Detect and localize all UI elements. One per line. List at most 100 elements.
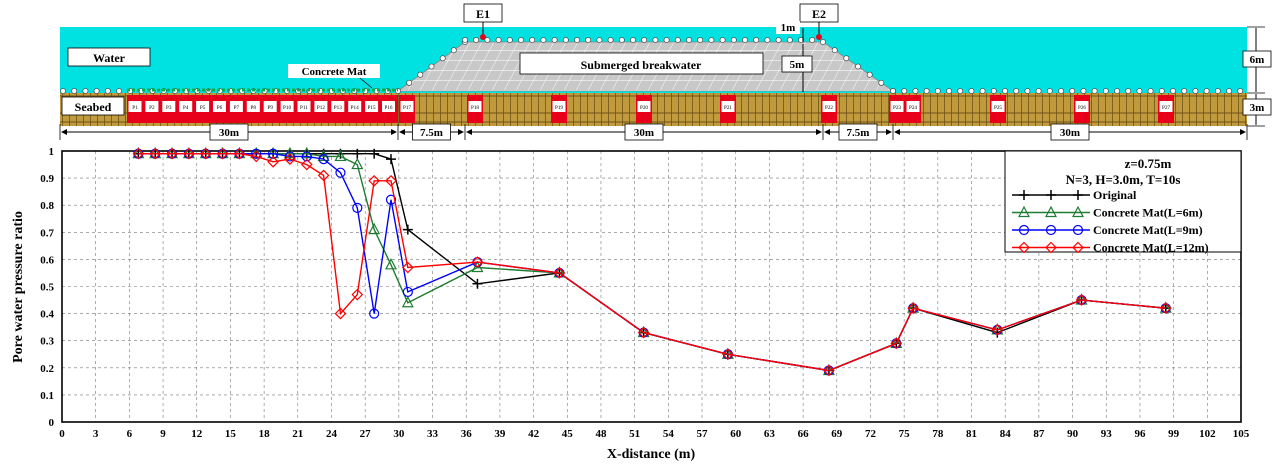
probe-tag xyxy=(263,101,277,112)
segment-arrowhead xyxy=(886,129,892,135)
probe-label: P19 xyxy=(555,105,563,111)
x-tick-label: 63 xyxy=(764,428,776,440)
data-point xyxy=(1073,190,1083,200)
x-tick-label: 78 xyxy=(932,428,944,440)
data-point xyxy=(1045,241,1057,254)
segment-arrowhead xyxy=(458,129,464,135)
surface-bead xyxy=(596,37,603,43)
surface-bead xyxy=(562,37,569,43)
surface-bead xyxy=(719,37,726,43)
surface-bead xyxy=(878,79,885,86)
data-point xyxy=(251,148,262,159)
surface-bead xyxy=(618,37,625,43)
breakwater-label: Submerged breakwater xyxy=(581,58,702,72)
series-4 xyxy=(132,147,1172,377)
data-point xyxy=(352,148,363,159)
probe-tag xyxy=(991,101,1005,112)
surface-bead xyxy=(820,39,826,45)
x-tick-label: 72 xyxy=(865,428,877,440)
data-point xyxy=(318,154,329,165)
data-point xyxy=(199,147,212,160)
segment-box xyxy=(412,123,451,141)
probe-label: P1 xyxy=(132,105,138,111)
surface-bead xyxy=(831,47,838,54)
surface-bead xyxy=(697,37,704,43)
data-point xyxy=(1019,190,1029,200)
data-point xyxy=(284,151,296,162)
surface-bead xyxy=(540,37,547,43)
surface-bead xyxy=(1091,88,1098,94)
probe-label: P26 xyxy=(1078,105,1086,111)
probe-tag xyxy=(637,101,651,112)
water-label: Water xyxy=(93,51,126,65)
probe-tag xyxy=(468,101,482,112)
surface-bead xyxy=(417,71,424,78)
probe-tag xyxy=(145,101,159,112)
surface-bead xyxy=(923,88,930,94)
probe-label: P10 xyxy=(283,105,291,111)
data-point xyxy=(368,222,381,235)
x-tick-label: 81 xyxy=(966,428,977,440)
legend-header-line1: z=0.75m xyxy=(1125,156,1172,171)
x-tick-label: 93 xyxy=(1101,428,1113,440)
surface-bead xyxy=(686,37,692,43)
dim-3m-label: 3m xyxy=(1250,102,1265,114)
surface-bead xyxy=(1170,88,1176,94)
data-point xyxy=(216,147,229,160)
surface-bead xyxy=(1158,88,1165,94)
seabed-label-box xyxy=(61,96,125,116)
surface-bead xyxy=(1181,88,1188,94)
segment-box xyxy=(1050,123,1090,141)
surface-bead xyxy=(1046,88,1053,94)
surface-bead xyxy=(742,37,748,43)
data-point xyxy=(284,153,296,165)
probe-tag xyxy=(365,101,379,112)
dim-3m-box xyxy=(1242,98,1272,116)
x-tick-label: 105 xyxy=(1233,428,1250,440)
segment-arrowhead xyxy=(1240,129,1246,135)
data-point xyxy=(317,169,330,182)
probe-label: P23 xyxy=(893,105,901,111)
data-point xyxy=(1072,224,1084,236)
seabed-label: Seabed xyxy=(75,100,112,114)
data-point xyxy=(1045,205,1057,218)
surface-bead xyxy=(946,88,952,94)
probe-label: P2 xyxy=(149,105,155,111)
surface-bead xyxy=(1214,88,1221,94)
data-point xyxy=(166,147,178,160)
surface-bead xyxy=(1114,88,1120,94)
data-point xyxy=(149,147,162,160)
segment-arrowhead xyxy=(61,129,67,135)
surface-bead xyxy=(1013,88,1020,94)
x-tick-label: 99 xyxy=(1168,428,1180,440)
x-tick-label: 75 xyxy=(899,428,911,440)
surface-bead xyxy=(855,63,861,70)
e2-label: E2 xyxy=(812,7,826,21)
bead-row xyxy=(60,37,1244,94)
segment-label: 7.5m xyxy=(420,127,443,139)
data-point xyxy=(1018,205,1030,218)
probe-tag xyxy=(179,101,193,112)
y-tick-label: 0.2 xyxy=(40,363,54,375)
surface-bead xyxy=(890,88,896,94)
x-tick-label: 24 xyxy=(326,428,338,440)
surface-bead xyxy=(585,37,592,43)
x-tick-label: 33 xyxy=(427,428,439,440)
surface-bead xyxy=(630,37,636,43)
surface-bead xyxy=(473,37,480,43)
data-point xyxy=(369,308,380,319)
data-point xyxy=(907,302,919,315)
data-point xyxy=(351,288,364,301)
surface-bead xyxy=(1002,88,1008,94)
surface-bead xyxy=(462,37,468,43)
surface-bead xyxy=(753,37,760,43)
water-label-box xyxy=(67,47,151,67)
surface-bead xyxy=(93,88,100,94)
data-point xyxy=(334,149,347,162)
probe-tag xyxy=(331,101,345,112)
dim-5m-label: 5m xyxy=(790,59,805,71)
surface-bead xyxy=(1203,88,1210,94)
surface-bead xyxy=(968,88,975,94)
surface-bead xyxy=(1237,88,1244,94)
